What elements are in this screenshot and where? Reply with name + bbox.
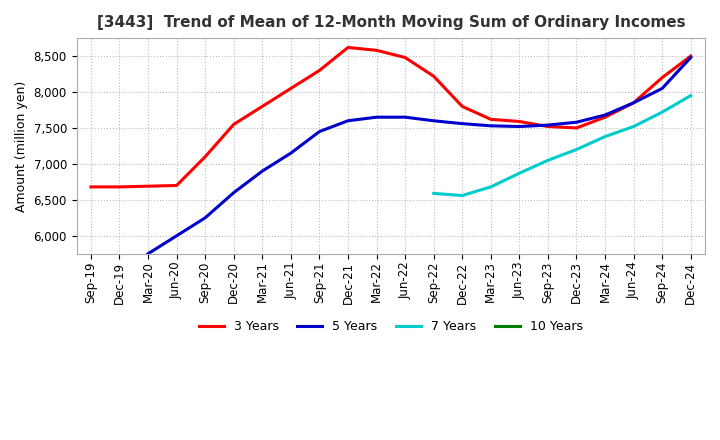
3 Years: [515, 119, 523, 124]
3 Years: [629, 100, 638, 106]
7 Years: [600, 134, 609, 139]
3 Years: [172, 183, 181, 188]
5 Years: [600, 112, 609, 117]
5 Years: [658, 86, 667, 91]
5 Years: [487, 123, 495, 128]
3 Years: [115, 184, 124, 190]
7 Years: [458, 193, 467, 198]
Title: [3443]  Trend of Mean of 12-Month Moving Sum of Ordinary Incomes: [3443] Trend of Mean of 12-Month Moving …: [96, 15, 685, 30]
7 Years: [544, 158, 552, 163]
3 Years: [458, 104, 467, 109]
3 Years: [487, 117, 495, 122]
7 Years: [658, 110, 667, 115]
7 Years: [515, 171, 523, 176]
7 Years: [487, 184, 495, 190]
5 Years: [172, 233, 181, 238]
5 Years: [401, 114, 410, 120]
5 Years: [230, 190, 238, 195]
7 Years: [429, 191, 438, 196]
5 Years: [458, 121, 467, 126]
Legend: 3 Years, 5 Years, 7 Years, 10 Years: 3 Years, 5 Years, 7 Years, 10 Years: [194, 315, 588, 338]
3 Years: [230, 122, 238, 127]
Y-axis label: Amount (million yen): Amount (million yen): [15, 81, 28, 212]
3 Years: [686, 53, 695, 59]
3 Years: [401, 55, 410, 60]
3 Years: [658, 75, 667, 80]
3 Years: [343, 45, 352, 50]
5 Years: [258, 169, 266, 174]
3 Years: [287, 86, 295, 91]
5 Years: [343, 118, 352, 123]
3 Years: [86, 184, 95, 190]
3 Years: [429, 73, 438, 79]
5 Years: [201, 215, 210, 220]
Line: 7 Years: 7 Years: [433, 95, 690, 195]
5 Years: [144, 251, 153, 257]
3 Years: [372, 48, 381, 53]
5 Years: [315, 129, 324, 134]
5 Years: [544, 122, 552, 128]
3 Years: [315, 68, 324, 73]
5 Years: [572, 120, 581, 125]
7 Years: [629, 124, 638, 129]
3 Years: [201, 154, 210, 159]
7 Years: [686, 93, 695, 98]
5 Years: [429, 118, 438, 123]
5 Years: [686, 55, 695, 60]
5 Years: [372, 114, 381, 120]
7 Years: [572, 147, 581, 152]
Line: 5 Years: 5 Years: [148, 58, 690, 254]
5 Years: [287, 150, 295, 156]
Line: 3 Years: 3 Years: [91, 48, 690, 187]
3 Years: [572, 125, 581, 131]
3 Years: [144, 183, 153, 189]
3 Years: [258, 104, 266, 109]
3 Years: [544, 124, 552, 129]
5 Years: [515, 124, 523, 129]
3 Years: [600, 114, 609, 120]
5 Years: [629, 100, 638, 106]
